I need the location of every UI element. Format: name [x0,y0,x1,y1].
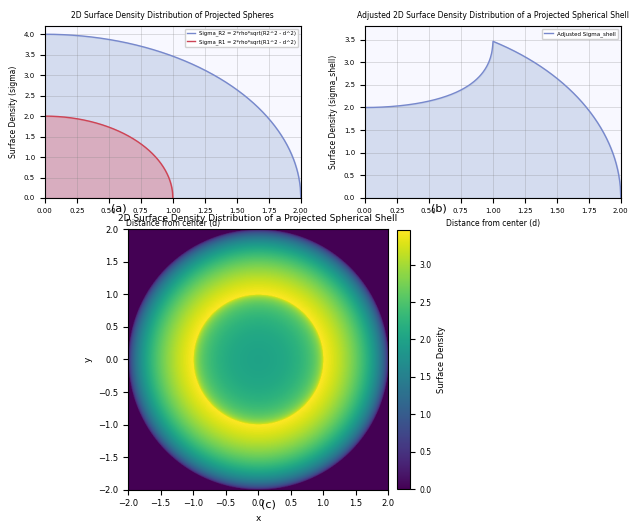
Sigma_R1 = 2*rho*sqrt(R1^2 - d^2) [166,177,173,183]
Adjusted Sigma_shell [617,195,625,201]
Sigma_R1 = 2*rho*sqrt(R1^2 - d^2) [117,129,125,135]
Legend: Sigma_R2 = 2*rho*sqrt(R2^2 - d^2), Sigma_R1 = 2*rho*sqrt(R1^2 - d^2): Sigma_R2 = 2*rho*sqrt(R2^2 - d^2), Sigma… [185,29,298,47]
Adjusted Sigma_shell [572,92,579,98]
Y-axis label: Surface Density: Surface Density [437,326,446,393]
Adjusted Sigma_shell [500,43,508,49]
Y-axis label: Surface Density (sigma): Surface Density (sigma) [9,66,19,158]
Sigma_R2 = 2*rho*sqrt(R2^2 - d^2) [193,63,201,69]
X-axis label: Distance from center (d): Distance from center (d) [445,219,540,228]
Adjusted Sigma_shell [361,104,369,110]
X-axis label: Distance from center (d): Distance from center (d) [125,219,220,228]
Sigma_R1 = 2*rho*sqrt(R1^2 - d^2) [110,126,118,132]
Adjusted Sigma_shell [611,157,619,163]
Sigma_R1 = 2*rho*sqrt(R1^2 - d^2) [102,123,109,129]
Adjusted Sigma_shell [514,49,522,56]
Line: Sigma_R2 = 2*rho*sqrt(R2^2 - d^2): Sigma_R2 = 2*rho*sqrt(R2^2 - d^2) [45,34,301,198]
Title: Adjusted 2D Surface Density Distribution of a Projected Spherical Shell: Adjusted 2D Surface Density Distribution… [357,11,628,20]
Sigma_R2 = 2*rho*sqrt(R2^2 - d^2) [163,51,170,57]
Adjusted Sigma_shell [483,64,490,70]
Sigma_R2 = 2*rho*sqrt(R2^2 - d^2) [297,195,305,201]
Sigma_R2 = 2*rho*sqrt(R2^2 - d^2) [164,51,172,57]
Text: (b): (b) [431,203,446,213]
Line: Adjusted Sigma_shell: Adjusted Sigma_shell [365,41,621,198]
Sigma_R1 = 2*rho*sqrt(R1^2 - d^2) [41,113,49,119]
Sigma_R1 = 2*rho*sqrt(R1^2 - d^2) [102,123,110,129]
Sigma_R1 = 2*rho*sqrt(R1^2 - d^2) [169,195,177,201]
Y-axis label: Surface Density (sigma_shell): Surface Density (sigma_shell) [329,55,339,169]
Title: 2D Surface Density Distribution of Projected Spheres: 2D Surface Density Distribution of Proje… [72,11,274,20]
Legend: Adjusted Sigma_shell: Adjusted Sigma_shell [542,29,618,39]
Y-axis label: y: y [84,357,93,362]
Text: (c): (c) [261,500,276,510]
Sigma_R2 = 2*rho*sqrt(R2^2 - d^2) [291,159,298,165]
Sigma_R1 = 2*rho*sqrt(R1^2 - d^2) [146,148,154,154]
Sigma_R2 = 2*rho*sqrt(R2^2 - d^2) [179,57,187,64]
Sigma_R2 = 2*rho*sqrt(R2^2 - d^2) [41,31,49,38]
Sigma_R2 = 2*rho*sqrt(R2^2 - d^2) [251,101,259,107]
X-axis label: x: x [255,514,260,521]
Text: (a): (a) [111,203,126,213]
Adjusted Sigma_shell [484,61,492,67]
Adjusted Sigma_shell [489,38,497,44]
Line: Sigma_R1 = 2*rho*sqrt(R1^2 - d^2): Sigma_R1 = 2*rho*sqrt(R1^2 - d^2) [45,116,173,198]
Title: 2D Surface Density Distribution of a Projected Spherical Shell: 2D Surface Density Distribution of a Pro… [118,214,397,223]
